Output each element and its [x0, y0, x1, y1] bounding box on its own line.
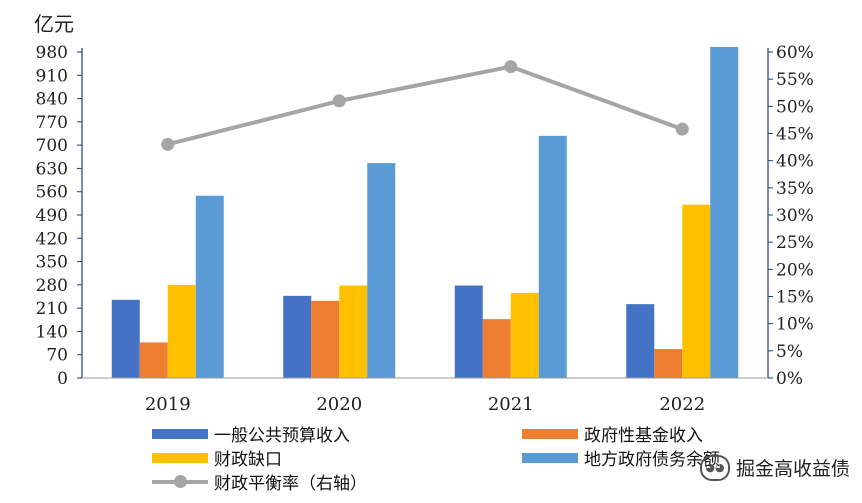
watermark-text: 掘金高收益债	[735, 458, 850, 480]
right-tick-label: 10%	[776, 315, 814, 335]
left-axis: 0 70 140 210 280 350 420 490 560 630 700 770 840 910 9…	[36, 43, 83, 389]
left-axis-unit: 亿元	[34, 12, 74, 36]
left-tick-label: 210	[36, 299, 68, 319]
bar	[339, 285, 368, 378]
bar	[538, 135, 567, 378]
line-series	[161, 60, 689, 151]
bar	[111, 299, 140, 378]
right-tick-label: 25%	[776, 233, 814, 253]
line-point	[675, 122, 689, 136]
right-axis: 0% 5% 10% 15% 20% 25% 30% 35% 40% 45% 50% 55% 60%	[767, 43, 814, 389]
bar	[510, 292, 539, 378]
left-tick-label: 350	[36, 253, 68, 273]
wechat-icon: ◕◕	[699, 454, 730, 481]
right-tick-label: 20%	[776, 260, 814, 280]
right-tick-label: 30%	[776, 206, 814, 226]
bar	[167, 284, 196, 378]
bar	[311, 300, 340, 378]
left-tick-label: 840	[36, 90, 68, 110]
bar-series	[111, 47, 739, 379]
line-point	[332, 94, 346, 108]
line-point	[504, 60, 518, 74]
left-tick-label: 70	[46, 346, 68, 366]
bar	[195, 195, 224, 378]
left-tick-label: 910	[36, 66, 68, 86]
x-tick-label: 2020	[316, 394, 362, 415]
bar	[139, 342, 168, 378]
bar	[710, 47, 739, 379]
left-tick-label: 280	[36, 276, 68, 296]
balance-rate-line	[167, 64, 683, 147]
right-tick-label: 50%	[776, 97, 814, 117]
watermark: ◕◕ 掘金高收益债	[699, 454, 850, 481]
left-tick-label: 630	[36, 159, 68, 179]
right-tick-label: 40%	[776, 152, 814, 172]
left-tick-label: 0	[57, 369, 68, 389]
bar	[454, 285, 483, 378]
left-tick-label: 140	[36, 322, 68, 342]
left-tick-label: 420	[36, 229, 68, 249]
bar	[367, 163, 396, 378]
left-tick-label: 980	[36, 43, 68, 63]
right-tick-label: 35%	[776, 179, 814, 199]
left-tick-label: 560	[36, 183, 68, 203]
bar	[626, 304, 655, 378]
left-tick-label: 770	[36, 113, 68, 133]
right-tick-label: 15%	[776, 288, 814, 308]
bar	[682, 204, 711, 378]
left-tick-label: 490	[36, 206, 68, 226]
left-tick-label: 700	[36, 136, 68, 156]
x-tick-label: 2022	[659, 394, 705, 415]
right-tick-label: 5%	[776, 342, 803, 362]
right-tick-label: 55%	[776, 70, 814, 90]
line-point	[161, 137, 175, 151]
right-tick-label: 45%	[776, 125, 814, 145]
x-tick-label: 2019	[145, 394, 191, 415]
x-tick-label: 2021	[488, 394, 534, 415]
right-tick-label: 0%	[776, 369, 803, 389]
x-axis: 2019 2020 2021 2022	[82, 377, 768, 415]
bar	[283, 295, 312, 378]
right-tick-label: 60%	[776, 43, 814, 63]
bar	[482, 319, 511, 378]
bar	[654, 349, 683, 378]
